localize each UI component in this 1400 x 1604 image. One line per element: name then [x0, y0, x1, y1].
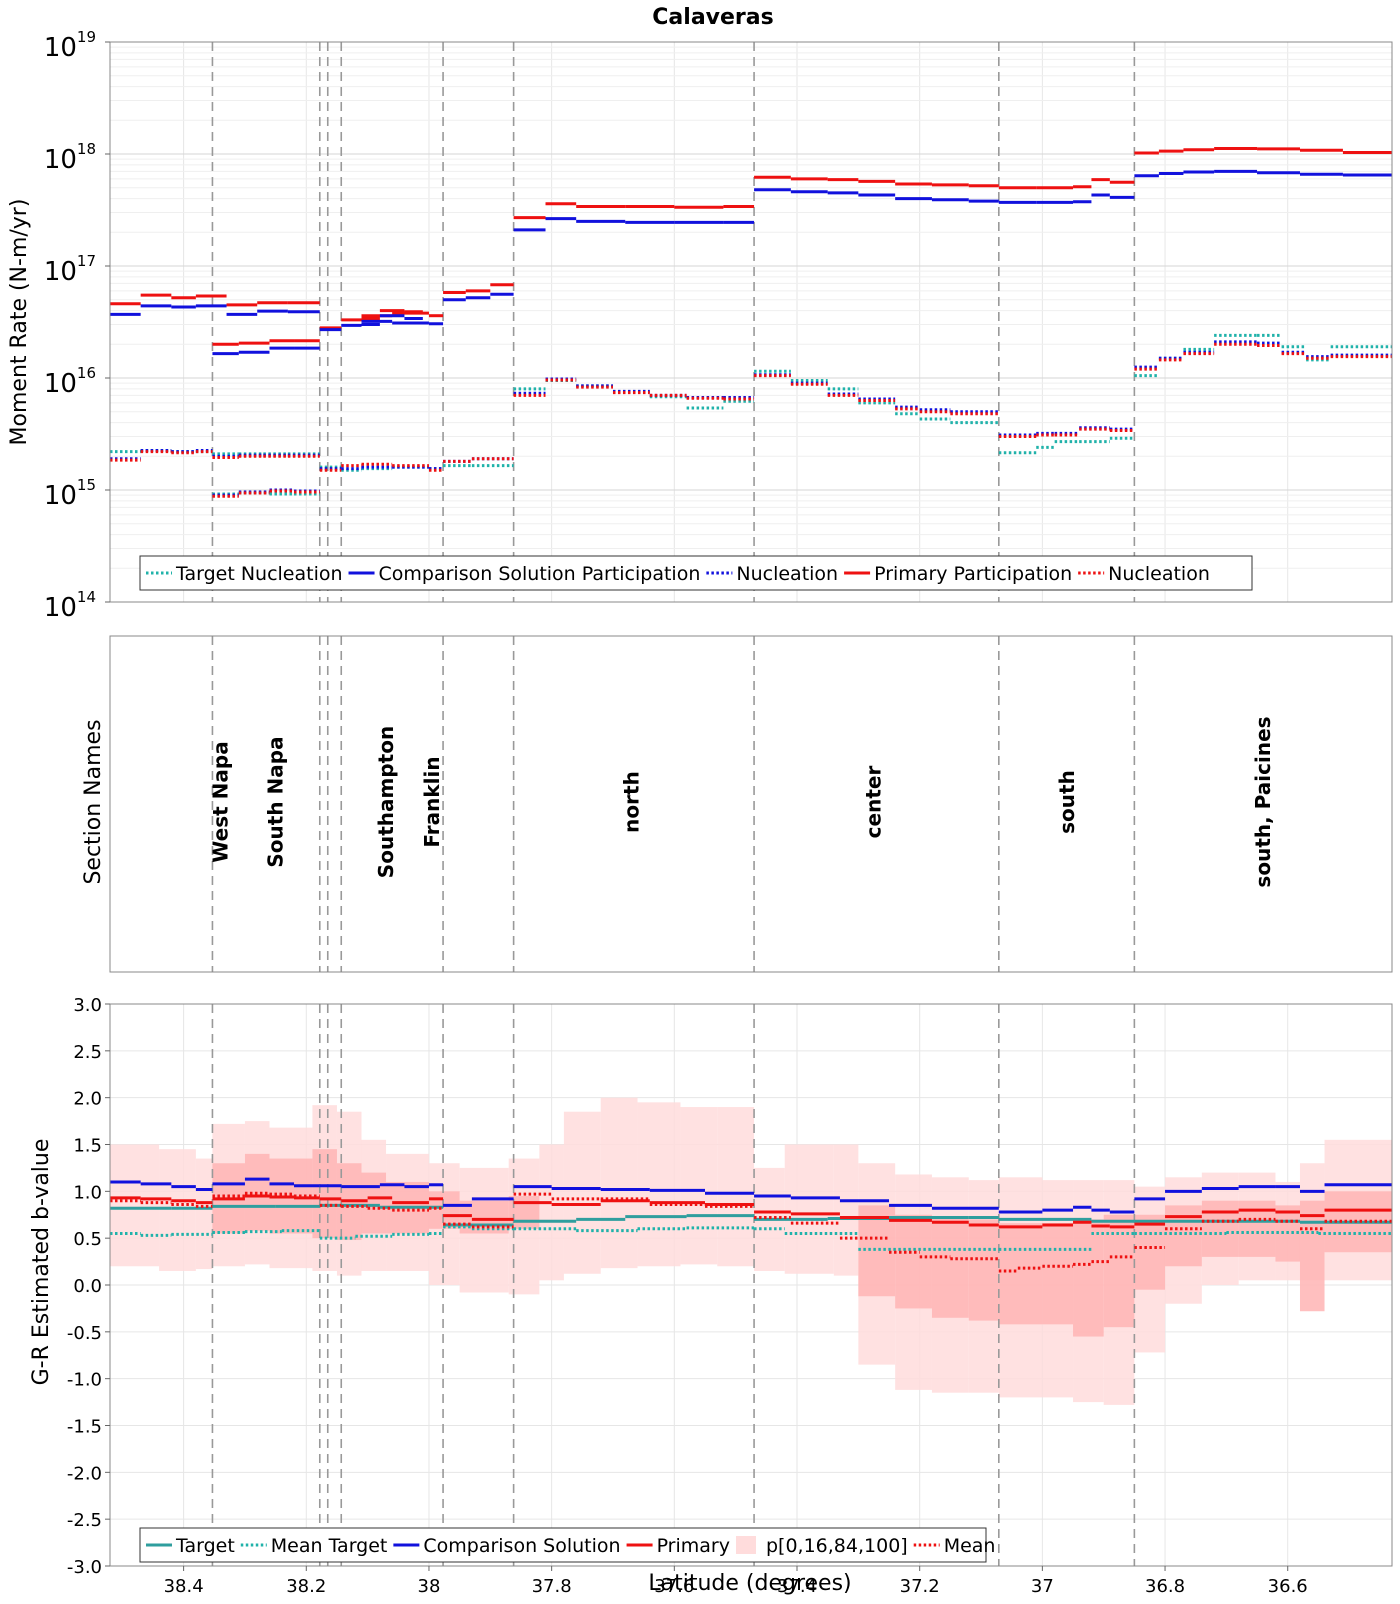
- panel-1-border: [109, 41, 1393, 603]
- percentile-band-0-100-bar: [637, 1102, 681, 1267]
- legend-label: Comparison Solution: [423, 1535, 620, 1557]
- x-tick-label: 37.8: [532, 1576, 572, 1597]
- b-value-y-tick-label: -2.0: [67, 1463, 102, 1484]
- b-value-y-tick-label: -0.5: [67, 1323, 102, 1344]
- percentile-band-16-84-bar: [998, 1223, 1043, 1325]
- moment-rate-y-tick-label: 1015: [44, 476, 96, 511]
- section-name-label: center: [862, 766, 886, 839]
- legend-label: Comparison Solution Participation: [379, 563, 701, 585]
- moment-rate-y-tick-label: 1016: [44, 364, 96, 399]
- percentile-band-16-84-bar: [968, 1219, 999, 1321]
- b-value-y-tick-label: 1.0: [73, 1182, 102, 1203]
- section-names-y-label: Section Names: [81, 719, 106, 884]
- legend-swatch: [735, 1536, 756, 1554]
- legend-label: p[0,16,84,100]: [766, 1535, 908, 1557]
- moment-rate-y-tick-label: 1014: [44, 588, 96, 623]
- legend-label: Target Nucleation: [175, 563, 343, 585]
- percentile-band-16-84-bar: [1103, 1214, 1135, 1328]
- b-value-y-tick-label: 1.5: [73, 1136, 102, 1157]
- legend-box: [139, 1527, 987, 1563]
- panel-2-border: [109, 635, 1393, 973]
- b-value-y-tick-label: -2.5: [67, 1510, 102, 1531]
- percentile-band-0-100-bar: [600, 1097, 638, 1269]
- percentile-band-0-100-bar: [159, 1149, 196, 1271]
- section-name-label: south, Paicines: [1251, 716, 1275, 887]
- moment-rate-y-tick-label: 1019: [44, 28, 96, 63]
- percentile-band-16-84-bar: [1165, 1205, 1202, 1267]
- b-value-y-tick-label: 0.5: [73, 1229, 102, 1250]
- x-tick-label: 37.4: [777, 1576, 817, 1597]
- b-value-y-tick-label: 3.0: [73, 995, 102, 1016]
- moment-rate-y-tick-label: 1017: [44, 252, 96, 287]
- section-name-label: north: [619, 771, 643, 833]
- section-name-label: Franklin: [420, 756, 444, 847]
- x-tick-label: 37: [1031, 1576, 1054, 1597]
- b-value-y-tick-label: 2.0: [73, 1089, 102, 1110]
- x-tick-label: 37.6: [654, 1576, 694, 1597]
- percentile-band-0-100-bar: [784, 1144, 834, 1274]
- x-tick-label: 36.8: [1145, 1576, 1185, 1597]
- percentile-band-0-100-bar: [833, 1144, 859, 1276]
- panel-1-background: [110, 42, 1392, 602]
- percentile-band-16-84-bar: [1134, 1214, 1166, 1290]
- percentile-band-0-100-bar: [563, 1111, 601, 1274]
- legend-label: Primary: [657, 1535, 730, 1557]
- legend-label: Primary Participation: [874, 563, 1072, 585]
- x-tick-label: 38.2: [286, 1576, 326, 1597]
- percentile-band-16-84-bar: [1299, 1200, 1325, 1312]
- chart-title: Calaveras: [652, 5, 773, 30]
- legend-label: Mean Target: [271, 1535, 388, 1557]
- x-tick-label: 38.4: [164, 1576, 204, 1597]
- percentile-band-16-84-bar: [312, 1149, 337, 1239]
- b-value-y-label: G-R Estimated b-value: [29, 1139, 54, 1386]
- percentile-band-16-84-bar: [1042, 1223, 1074, 1325]
- percentile-band-16-84-bar: [895, 1214, 932, 1309]
- x-tick-label: 37.2: [900, 1576, 940, 1597]
- percentile-band-0-100-bar: [195, 1158, 213, 1270]
- percentile-band-0-100-bar: [717, 1107, 755, 1267]
- percentile-band-0-100-bar: [680, 1107, 718, 1265]
- percentile-band-16-84-bar: [931, 1217, 969, 1318]
- x-tick-label: 38: [418, 1576, 441, 1597]
- legend-label: Nucleation: [736, 563, 838, 585]
- percentile-band-16-84-bar: [1073, 1219, 1104, 1337]
- x-tick-label: 36.6: [1268, 1576, 1308, 1597]
- percentile-band-16-84-bar: [1201, 1200, 1239, 1257]
- b-value-y-tick-label: -3.0: [67, 1557, 102, 1578]
- percentile-band-16-84-bar: [361, 1172, 387, 1234]
- section-name-label: south: [1055, 770, 1079, 834]
- b-value-y-tick-label: -1.5: [67, 1417, 102, 1438]
- legend-box: [139, 555, 1253, 591]
- legend-1: Target Nucleation Comparison Solution Par…: [139, 555, 1253, 591]
- legend-3: Target Mean Target Comparison Solution Prim…: [139, 1527, 996, 1563]
- legend-label: Nucleation: [1108, 563, 1210, 585]
- panels: 1014 1015 1016 1017 1018 1019 3.0 2.5 2.0 1.5 1.0 0…: [44, 28, 1393, 1597]
- legend-label: Mean: [944, 1535, 996, 1557]
- section-name-label: South Napa: [264, 736, 288, 867]
- percentile-band-0-100-bar: [110, 1144, 160, 1267]
- legend-label: Target: [175, 1535, 235, 1557]
- percentile-band-0-100-bar: [539, 1144, 564, 1281]
- moment-rate-y-label: Moment Rate (N-m/yr): [7, 199, 32, 446]
- section-name-label: West Napa: [208, 741, 232, 862]
- section-name-label: Southampton: [374, 726, 398, 878]
- b-value-y-tick-label: -1.0: [67, 1370, 102, 1391]
- b-value-y-tick-label: 2.5: [73, 1042, 102, 1063]
- panel-2-background: [110, 636, 1392, 972]
- b-value-y-tick-label: 0.0: [73, 1276, 102, 1297]
- x-axis-label: Latitude (degrees): [648, 1571, 851, 1596]
- moment-rate-y-tick-label: 1018: [44, 140, 96, 175]
